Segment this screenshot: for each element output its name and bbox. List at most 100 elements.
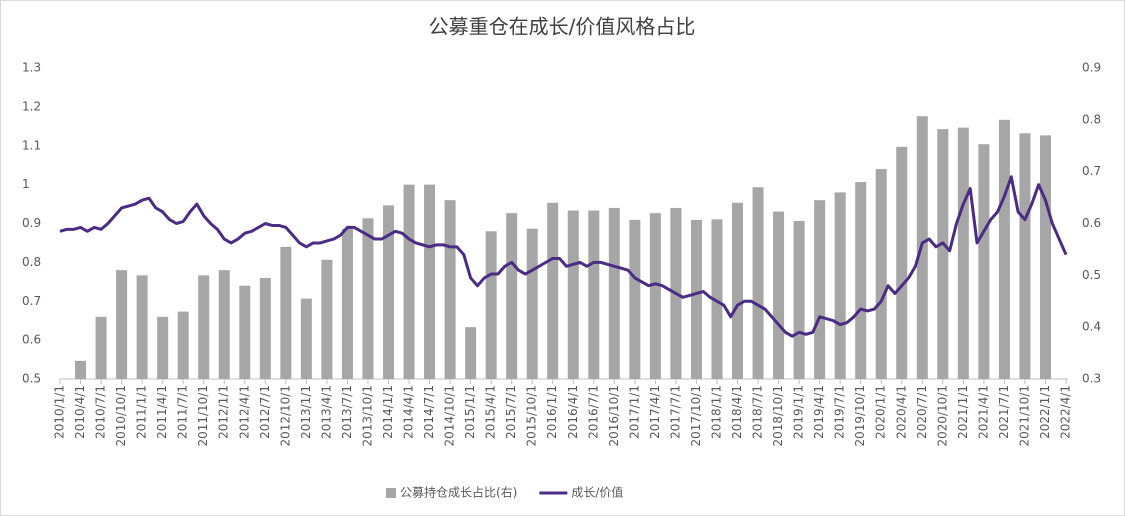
y2-tick-label: 0.6 [1082,216,1101,230]
bar [177,311,189,379]
x-tick-label: 2013/10/1 [360,385,374,447]
x-tick-label: 2013/7/1 [340,385,354,439]
x-tick-label: 2012/10/1 [278,385,292,447]
bar [773,211,785,379]
x-tick-label: 2010/7/1 [94,385,108,439]
x-tick-label: 2019/7/1 [833,385,847,439]
x-tick-label: 2010/1/1 [53,385,67,439]
bar [690,219,702,379]
x-tick-label: 2020/10/1 [935,385,949,447]
y-tick-label: 0.5 [22,372,41,386]
x-tick-label: 2016/1/1 [545,385,559,439]
y-tick-label: 1.1 [22,138,41,152]
bar [465,327,477,379]
bar [649,213,661,379]
bar [834,192,846,379]
y2-tick-label: 0.3 [1082,372,1101,386]
line [59,175,1068,338]
y2-tick-label: 0.7 [1082,164,1101,178]
x-tick-label: 2012/4/1 [237,385,251,439]
x-tick-label: 2018/10/1 [771,385,785,447]
bar [814,200,826,379]
bar [218,270,230,379]
x-tick-label: 2020/1/1 [874,385,888,439]
bar [752,187,764,379]
bar [711,219,723,379]
x-tick-label: 2011/7/1 [176,385,190,439]
x-tick-label: 2019/10/1 [853,385,867,447]
x-tick-label: 2017/10/1 [689,385,703,447]
bar [485,231,497,379]
bar [526,228,538,379]
legend-label: 成长/价值 [571,485,623,500]
bar [732,202,744,379]
y-tick-label: 1.2 [22,99,41,113]
bar [793,220,805,379]
x-tick-label: 2019/1/1 [792,385,806,439]
x-tick-label: 2018/1/1 [709,385,723,439]
x-tick-label: 2016/7/1 [586,385,600,439]
bar [1019,133,1031,379]
x-tick-label: 2012/7/1 [258,385,272,439]
bar [896,146,908,379]
bar [855,182,867,379]
bar [567,210,579,379]
bar [506,213,518,379]
y-tick-label: 1.3 [22,61,41,75]
x-tick-label: 2012/1/1 [217,385,231,439]
x-tick-label: 2018/7/1 [751,385,765,439]
x-tick-label: 2015/1/1 [463,385,477,439]
bar [300,298,312,379]
bar [547,202,559,379]
bar [239,285,251,379]
y-tick-label: 1 [22,177,30,191]
bar [382,205,394,379]
x-tick-label: 2022/1/1 [1038,385,1052,439]
bar [875,169,887,379]
x-tick-label: 2022/4/1 [1059,385,1073,439]
x-tick-label: 2021/7/1 [997,385,1011,439]
bar [444,200,456,379]
x-tick-label: 2018/4/1 [730,385,744,439]
y2-tick-label: 0.8 [1082,112,1101,126]
y-tick-label: 0.9 [22,216,41,230]
bar [116,270,128,379]
bar [403,184,415,379]
x-tick-label: 2015/10/1 [525,385,539,447]
x-tick-label: 2021/1/1 [956,385,970,439]
bar [198,275,210,379]
bar [157,316,169,379]
y2-tick-label: 0.4 [1082,320,1101,334]
y2-tick-label: 0.5 [1082,268,1101,282]
bar [978,144,990,379]
x-tick-label: 2020/7/1 [915,385,929,439]
x-tick-label: 2014/10/1 [443,385,457,447]
bar [280,246,292,379]
x-tick-label: 2010/10/1 [114,385,128,447]
bar [259,277,271,379]
x-tick-label: 2019/4/1 [812,385,826,439]
legend-swatch [386,488,396,498]
chart-title: 公募重仓在成长/价值风格占比 [429,15,696,39]
x-tick-label: 2010/4/1 [73,385,87,439]
bar [321,259,333,379]
x-tick-label: 2017/7/1 [668,385,682,439]
x-tick-label: 2020/4/1 [894,385,908,439]
x-tick-label: 2017/4/1 [648,385,662,439]
y-tick-label: 0.6 [22,333,41,347]
x-tick-label: 2011/1/1 [135,385,149,439]
bar [75,360,87,379]
bar [424,184,436,379]
bar [95,316,107,379]
bar [629,219,641,379]
x-tick-label: 2014/7/1 [422,385,436,439]
bar [362,218,374,379]
x-tick-label: 2014/1/1 [381,385,395,439]
bar [957,127,969,379]
x-tick-label: 2015/4/1 [484,385,498,439]
x-tick-label: 2013/1/1 [299,385,313,439]
x-tick-label: 2013/4/1 [319,385,333,439]
x-tick-label: 2014/4/1 [402,385,416,439]
